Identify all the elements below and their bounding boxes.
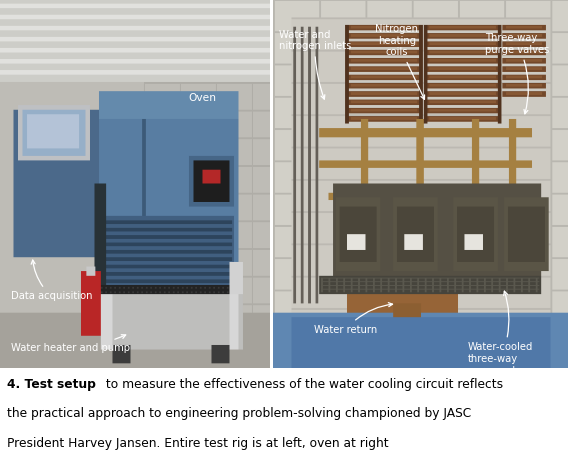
Text: to measure the effectiveness of the water cooling circuit reflects: to measure the effectiveness of the wate… (102, 378, 503, 391)
Text: Water-cooled
three-way
purge valves: Water-cooled three-way purge valves (467, 291, 533, 376)
Text: Oven: Oven (189, 92, 217, 103)
Text: Three-way
purge valves: Three-way purge valves (485, 33, 550, 114)
Text: Data acquisition: Data acquisition (11, 260, 92, 302)
Text: the practical approach to engineering problem-solving championed by JASC: the practical approach to engineering pr… (7, 407, 471, 420)
Text: Water and
nitrogen inlets: Water and nitrogen inlets (278, 30, 351, 99)
Text: Water return: Water return (314, 303, 392, 334)
Text: President Harvey Jansen. Entire test rig is at left, oven at right: President Harvey Jansen. Entire test rig… (7, 437, 389, 450)
Text: Nitrogen
heating
coils: Nitrogen heating coils (375, 24, 424, 99)
Text: Water heater and pump: Water heater and pump (11, 335, 130, 353)
Text: 4. Test setup: 4. Test setup (7, 378, 95, 391)
